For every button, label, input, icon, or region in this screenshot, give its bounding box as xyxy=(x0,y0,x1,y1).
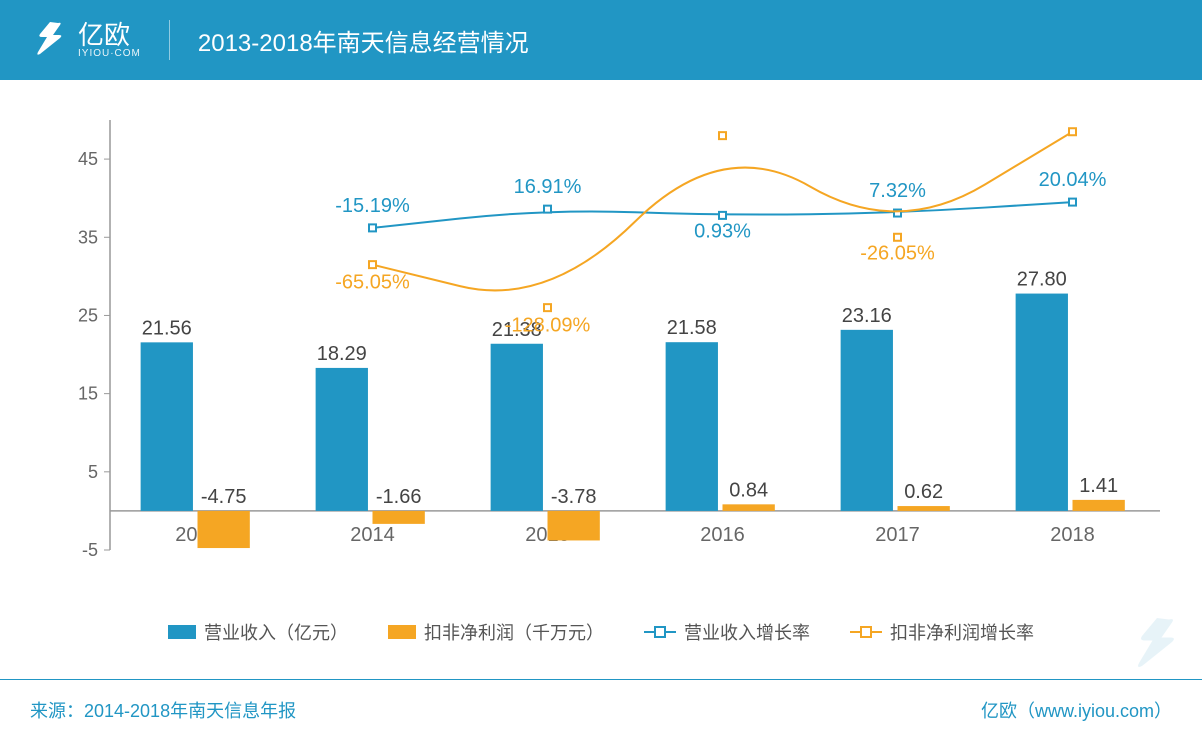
bar xyxy=(666,342,718,511)
line-marker xyxy=(894,234,901,241)
legend-swatch xyxy=(850,631,882,633)
line-value-label: 122.31% xyxy=(683,120,762,125)
bar xyxy=(1016,294,1068,511)
x-tick-label: 2018 xyxy=(1050,524,1095,546)
y-tick-label: 5 xyxy=(88,462,98,482)
line-marker xyxy=(1069,128,1076,135)
line-marker xyxy=(544,304,551,311)
line-value-label: -26.05% xyxy=(860,242,935,264)
y-tick-label: 25 xyxy=(78,305,98,325)
y-tick-label: 35 xyxy=(78,227,98,247)
line-value-label: 16.91% xyxy=(514,176,582,198)
line-value-label: 0.93% xyxy=(694,220,751,242)
logo-sub-text: IYIOU·COM xyxy=(78,48,141,59)
line-value-label: 7.32% xyxy=(869,180,926,202)
line-value-label: -65.05% xyxy=(335,272,410,294)
line-marker xyxy=(369,224,376,231)
legend-item: 营业收入（亿元） xyxy=(168,619,348,645)
bar xyxy=(548,511,600,541)
legend-item: 扣非净利润增长率 xyxy=(850,619,1034,645)
bar xyxy=(723,504,775,511)
chart-area: -551525354520132014201520162017201821.56… xyxy=(50,120,1162,580)
bar-value-label: 21.56 xyxy=(142,317,192,339)
chart-svg: -551525354520132014201520162017201821.56… xyxy=(50,120,1162,580)
bar-value-label: -3.78 xyxy=(551,486,597,508)
legend-label: 营业收入（亿元） xyxy=(204,619,348,645)
legend-swatch xyxy=(644,631,676,633)
logo: 亿欧 IYIOU·COM xyxy=(30,20,141,60)
bar-value-label: 1.41 xyxy=(1079,475,1118,497)
header-divider xyxy=(169,20,170,60)
y-tick-label: 45 xyxy=(78,149,98,169)
bar-value-label: 0.62 xyxy=(904,481,943,503)
logo-icon xyxy=(30,20,70,60)
bar xyxy=(841,330,893,511)
bar xyxy=(1073,500,1125,511)
line-value-label: -15.19% xyxy=(335,195,410,217)
footer-brand: 亿欧（www.iyiou.com） xyxy=(981,697,1172,723)
x-tick-label: 2017 xyxy=(875,524,920,546)
legend-item: 扣非净利润（千万元） xyxy=(388,619,604,645)
legend-label: 扣非净利润增长率 xyxy=(890,619,1034,645)
bar-value-label: 23.16 xyxy=(842,305,892,327)
bar xyxy=(316,368,368,511)
x-tick-label: 2016 xyxy=(700,524,745,546)
line-value-label: 20.04% xyxy=(1039,169,1107,191)
bar-value-label: 0.84 xyxy=(729,479,768,501)
bar-value-label: 21.58 xyxy=(667,317,717,339)
legend: 营业收入（亿元） 扣非净利润（千万元） 营业收入增长率 扣非净利润增长率 xyxy=(0,619,1202,645)
legend-swatch xyxy=(388,625,416,639)
bar xyxy=(898,506,950,511)
line-marker xyxy=(369,261,376,268)
y-tick-label: -5 xyxy=(82,540,98,560)
bar xyxy=(198,511,250,548)
bar-value-label: -4.75 xyxy=(201,486,247,508)
logo-main-text: 亿欧 xyxy=(78,22,141,48)
line-marker xyxy=(544,206,551,213)
bar-value-label: -1.66 xyxy=(376,486,422,508)
line-marker xyxy=(719,212,726,219)
bar xyxy=(141,342,193,511)
line-value-label: 126.34% xyxy=(1033,120,1112,121)
footer-source: 来源：2014-2018年南天信息年报 xyxy=(30,697,296,723)
watermark-icon xyxy=(1127,615,1187,675)
legend-label: 营业收入增长率 xyxy=(684,619,810,645)
bar xyxy=(373,511,425,524)
legend-label: 扣非净利润（千万元） xyxy=(424,619,604,645)
line-value-label: -128.09% xyxy=(505,315,591,337)
header-bar: 亿欧 IYIOU·COM 2013-2018年南天信息经营情况 xyxy=(0,0,1202,80)
footer: 来源：2014-2018年南天信息年报 亿欧（www.iyiou.com） xyxy=(0,680,1202,740)
line-marker xyxy=(1069,199,1076,206)
y-tick-label: 15 xyxy=(78,384,98,404)
bar-value-label: 18.29 xyxy=(317,343,367,365)
bar xyxy=(491,344,543,511)
legend-swatch xyxy=(168,625,196,639)
chart-title: 2013-2018年南天信息经营情况 xyxy=(198,23,529,58)
legend-item: 营业收入增长率 xyxy=(644,619,810,645)
bar-value-label: 27.80 xyxy=(1017,269,1067,291)
x-tick-label: 2014 xyxy=(350,524,395,546)
line-marker xyxy=(719,132,726,139)
